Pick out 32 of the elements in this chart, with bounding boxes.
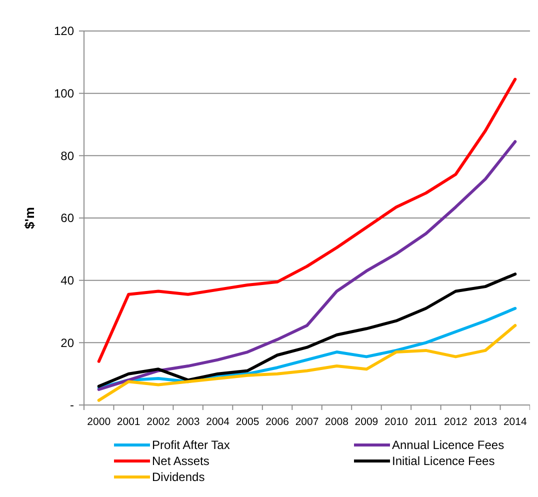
x-tick-label: 2003 — [176, 416, 200, 428]
x-tick-label: 2001 — [116, 416, 140, 428]
legend-label: Annual Licence Fees — [392, 438, 504, 452]
y-tick-label: 100 — [54, 86, 74, 101]
y-tick-label: - — [70, 398, 74, 412]
y-tick-label: 20 — [60, 336, 74, 350]
line-series — [97, 140, 517, 391]
x-tick-label: 2013 — [474, 416, 498, 428]
y-tick-label: 80 — [60, 148, 74, 163]
x-tick-label: 2007 — [295, 416, 319, 428]
y-axis-title: $'m — [22, 207, 37, 229]
x-tick-label: 2004 — [206, 416, 230, 428]
x-tick-label: 2009 — [354, 416, 378, 428]
x-tick-label: 2000 — [87, 416, 111, 428]
x-tick-label: 2012 — [444, 416, 468, 428]
legend-label: Profit After Tax — [152, 438, 230, 452]
x-tick-label: 2014 — [503, 416, 527, 428]
x-tick-label: 2006 — [266, 416, 290, 428]
line-series — [97, 324, 517, 402]
legend-label: Net Assets — [152, 454, 210, 468]
y-tick-label: 40 — [60, 274, 74, 288]
line-series — [97, 78, 517, 363]
legend-label: Dividends — [152, 470, 205, 484]
x-tick-label: 2005 — [236, 416, 260, 428]
x-tick-label: 2011 — [414, 416, 438, 428]
line-series — [97, 272, 517, 388]
x-tick-label: 2010 — [384, 416, 408, 428]
x-tick-label: 2002 — [146, 416, 170, 428]
legend-label: Initial Licence Fees — [392, 454, 495, 468]
y-tick-label: 60 — [60, 211, 74, 226]
y-tick-label: 120 — [54, 24, 74, 38]
x-tick-label: 2008 — [325, 416, 349, 428]
